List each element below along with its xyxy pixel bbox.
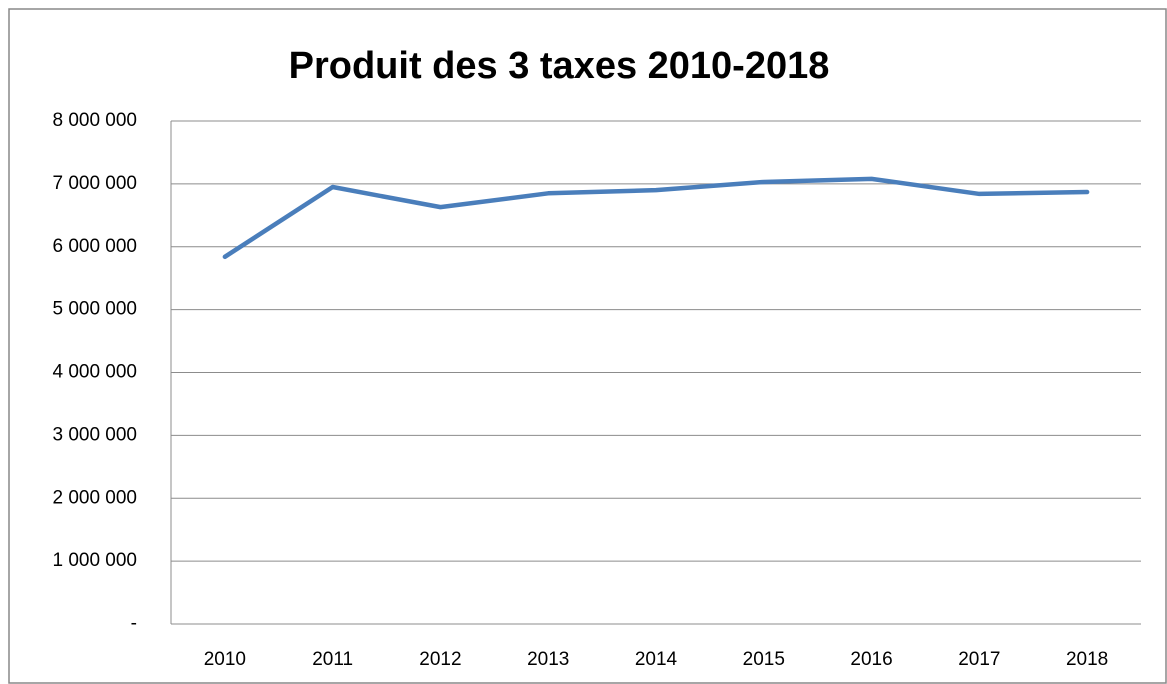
y-tick-label: 2 000 000 (52, 487, 137, 508)
x-tick-label: 2018 (1066, 649, 1108, 670)
x-tick-label: 2012 (419, 649, 461, 670)
y-tick-label: 4 000 000 (52, 362, 137, 383)
x-tick-label: 2015 (743, 649, 785, 670)
x-tick-label: 2010 (204, 649, 246, 670)
chart-title: Produit des 3 taxes 2010-2018 (289, 45, 830, 87)
x-tick-label: 2017 (958, 649, 1000, 670)
y-tick-label: 3 000 000 (52, 424, 137, 445)
y-tick-label: 1 000 000 (52, 550, 137, 571)
x-tick-label: 2013 (527, 649, 569, 670)
chart-border (8, 8, 1167, 684)
y-tick-label: 7 000 000 (52, 173, 137, 194)
data-line (222, 176, 1090, 260)
y-tick-label: 6 000 000 (52, 236, 137, 257)
x-tick-label: 2011 (312, 649, 353, 670)
x-tick-label: 2014 (635, 649, 678, 670)
x-tick-label: 2016 (850, 649, 892, 670)
y-tick-label: 5 000 000 (52, 299, 137, 320)
y-tick-label: - (131, 613, 137, 634)
y-tick-label: 8 000 000 (52, 110, 137, 131)
